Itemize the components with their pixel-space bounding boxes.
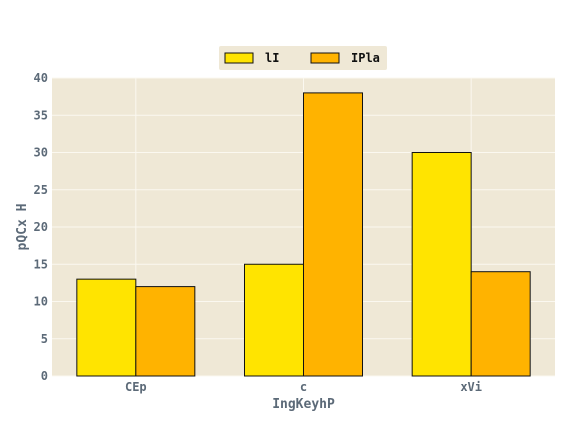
legend-label-ipla: IPla [351, 51, 380, 65]
y-tick-label: 20 [34, 220, 48, 234]
legend: lI IPla [219, 46, 387, 70]
bars [76, 92, 531, 377]
bar-li-xvi [411, 152, 472, 377]
y-tick-label: 15 [34, 257, 48, 271]
legend-box [219, 46, 387, 70]
bar-ipla-xvi [470, 271, 531, 377]
bar-li-c [244, 263, 304, 377]
y-tick-label: 35 [34, 108, 48, 122]
bar-ipla-cep [135, 286, 196, 377]
x-tick-label: c [300, 380, 307, 394]
y-tick-label: 10 [34, 295, 48, 309]
bar-li-cep [76, 278, 137, 377]
y-tick-label: 5 [41, 332, 48, 346]
y-axis-ticks: 0 5 10 15 20 25 30 35 40 [34, 71, 48, 383]
x-tick-label: xVi [460, 380, 482, 394]
y-tick-label: 0 [41, 369, 48, 383]
y-tick-label: 40 [34, 71, 48, 85]
y-axis-title: pQCx H [15, 204, 30, 251]
x-axis-title: IngKeyhP [272, 397, 335, 412]
legend-label-li: lI [265, 51, 279, 65]
x-axis-ticks: CEp c xVi [125, 380, 482, 394]
y-tick-label: 30 [34, 146, 48, 160]
legend-swatch-li [224, 52, 254, 64]
x-tick-label: CEp [125, 380, 147, 394]
y-tick-label: 25 [34, 183, 48, 197]
bar-ipla-c [303, 92, 363, 377]
legend-swatch-ipla [310, 52, 340, 64]
